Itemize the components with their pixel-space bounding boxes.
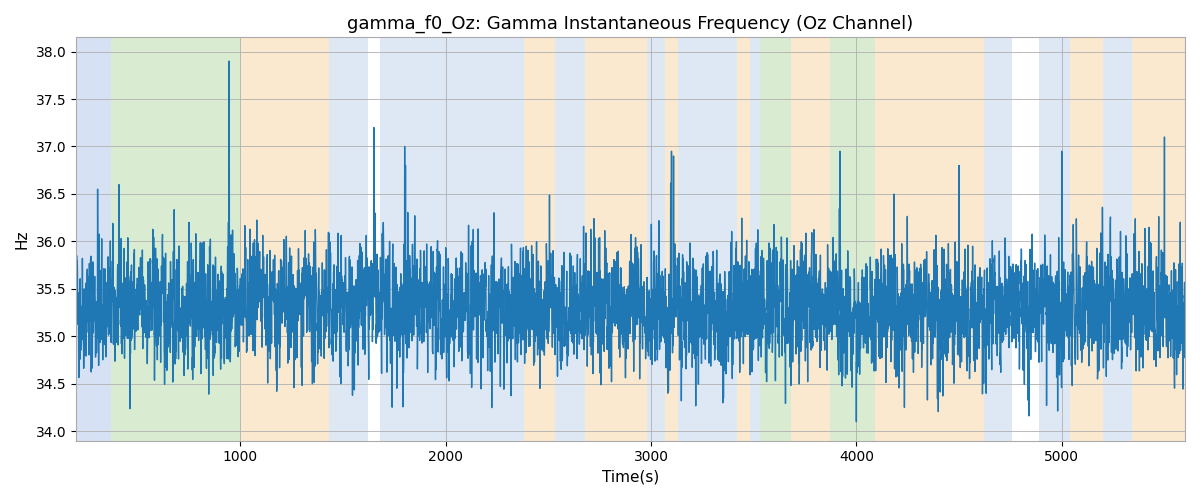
Bar [1013,38,1039,440]
Bar [791,38,829,440]
Bar [367,38,380,440]
Bar [760,38,791,440]
Bar [1103,38,1132,440]
Bar [666,38,678,440]
Bar [380,38,523,440]
Bar [647,38,666,440]
Bar [1039,38,1070,440]
Bar [875,38,984,440]
Bar [110,38,240,440]
Bar [554,38,586,440]
Bar [76,38,110,440]
Bar [829,38,875,440]
Bar [750,38,760,440]
Bar [678,38,737,440]
Bar [586,38,647,440]
Title: gamma_f0_Oz: Gamma Instantaneous Frequency (Oz Channel): gamma_f0_Oz: Gamma Instantaneous Frequen… [347,15,913,34]
Bar [240,38,329,440]
Bar [737,38,750,440]
Bar [1070,38,1103,440]
Y-axis label: Hz: Hz [14,230,30,249]
Bar [1132,38,1186,440]
Bar [523,38,554,440]
Bar [984,38,1013,440]
X-axis label: Time(s): Time(s) [602,470,659,485]
Bar [329,38,367,440]
